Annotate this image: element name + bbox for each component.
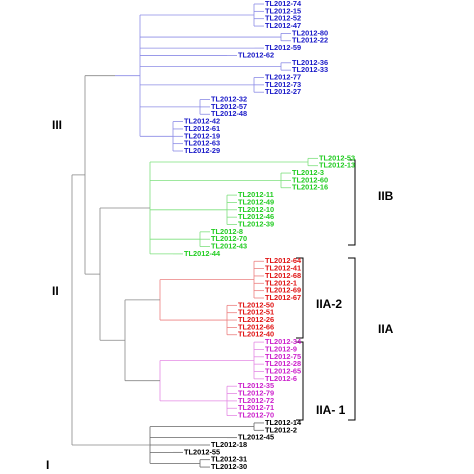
leaf-label: TL2012-19 [184, 131, 220, 140]
leaf-label: TL2012-65 [265, 366, 301, 375]
leaf-label: TL2012-55 [184, 447, 220, 456]
leaf-label: TL2012-9 [265, 344, 297, 353]
group-label: I [46, 458, 49, 472]
group-label: IIA-2 [316, 297, 342, 311]
leaf-label: TL2012-1 [265, 278, 297, 287]
leaf-label: TL2012-49 [238, 197, 274, 206]
leaf-label: TL2012-47 [265, 21, 301, 30]
leaf-label: TL2012-43 [211, 242, 247, 251]
leaf-label: TL2012-28 [265, 359, 301, 368]
leaf-label: TL2012-67 [265, 293, 301, 302]
leaf-label: TL2012-32 [211, 95, 247, 104]
leaf-label: TL2012-52 [265, 14, 301, 23]
leaf-label: TL2012-74 [265, 0, 302, 8]
leaf-label: TL2012-71 [238, 403, 274, 412]
leaf-label: TL2012-46 [238, 212, 274, 221]
leaf-label: TL2012-33 [292, 65, 328, 74]
leaf-label: TL2012-14 [265, 418, 302, 427]
leaf-label: TL2012-8 [211, 227, 243, 236]
leaf-label: TL2012-68 [265, 271, 301, 280]
leaf-label: TL2012-77 [265, 72, 301, 81]
leaf-label: TL2012-13 [319, 161, 355, 170]
leaf-label: TL2012-27 [265, 87, 301, 96]
leaf-label: TL2012-61 [184, 124, 220, 133]
leaf-label: TL2012-29 [184, 146, 220, 155]
leaf-label: TL2012-11 [238, 190, 274, 199]
leaf-label: TL2012-3 [292, 168, 324, 177]
group-label: IIA [378, 322, 394, 336]
leaf-label: TL2012-36 [292, 58, 328, 67]
leaf-label: TL2012-16 [292, 183, 328, 192]
leaf-label: TL2012-2 [265, 425, 297, 434]
group-label: IIB [378, 189, 394, 203]
leaf-label: TL2012-44 [184, 249, 221, 258]
leaf-label: TL2012-39 [238, 219, 274, 228]
leaf-label: TL2012-22 [292, 36, 328, 45]
leaf-label: TL2012-63 [184, 139, 220, 148]
group-label: III [52, 118, 62, 132]
leaf-label: TL2012-6 [265, 374, 297, 383]
leaf-label: TL2012-51 [238, 308, 274, 317]
bracket-iia [348, 257, 356, 421]
leaf-label: TL2012-79 [238, 389, 274, 398]
leaf-label: TL2012-50 [238, 300, 274, 309]
leaf-label: TL2012-31 [211, 455, 247, 464]
leaf-label: TL2012-73 [265, 80, 301, 89]
group-label: IIA- 1 [316, 403, 346, 417]
leaf-label: TL2012-35 [238, 381, 274, 390]
leaf-label: TL2012-75 [265, 352, 301, 361]
leaf-label: TL2012-45 [238, 433, 274, 442]
leaf-label: TL2012-72 [238, 396, 274, 405]
leaf-label: TL2012-15 [265, 6, 301, 15]
leaf-label: TL2012-30 [211, 462, 247, 471]
leaf-label: TL2012-53 [319, 153, 355, 162]
leaf-label: TL2012-80 [292, 28, 328, 37]
leaf-label: TL2012-41 [265, 264, 301, 273]
bracket-iia2 [296, 257, 304, 339]
leaf-label: TL2012-70 [238, 411, 274, 420]
leaf-label: TL2012-60 [292, 175, 328, 184]
leaf-label: TL2012-69 [265, 286, 301, 295]
leaf-label: TL2012-48 [211, 109, 247, 118]
leaf-label: TL2012-57 [211, 102, 247, 111]
group-label: II [52, 284, 59, 298]
leaf-label: TL2012-62 [238, 50, 274, 59]
leaf-label: TL2012-26 [238, 315, 274, 324]
leaf-label: TL2012-40 [238, 330, 274, 339]
leaf-label: TL2012-59 [265, 43, 301, 52]
leaf-label: TL2012-64 [265, 256, 302, 265]
leaf-label: TL2012-34 [265, 337, 302, 346]
leaf-label: TL2012-70 [211, 234, 247, 243]
brackets [296, 159, 356, 421]
bracket-iib [348, 159, 356, 246]
leaf-label: TL2012-66 [238, 322, 274, 331]
bracket-iia1 [296, 341, 304, 421]
leaf-label: TL2012-10 [238, 205, 274, 214]
leaf-label: TL2012-18 [211, 440, 247, 449]
leaf-label: TL2012-42 [184, 117, 220, 126]
